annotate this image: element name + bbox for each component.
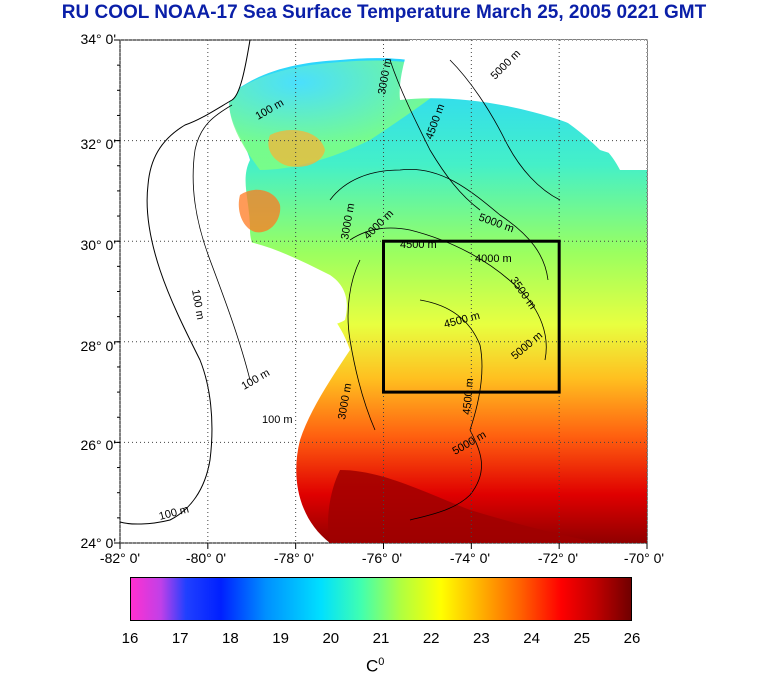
colorbar-tick-label: 20 bbox=[322, 630, 340, 647]
lon-label: -70° 0' bbox=[623, 550, 665, 566]
colorbar-tick-label: 26 bbox=[623, 630, 641, 647]
florida-land bbox=[119, 39, 251, 525]
sst-field bbox=[229, 58, 647, 543]
lat-label: 30° 0' bbox=[80, 237, 116, 253]
colorbar-tick-label: 23 bbox=[473, 630, 490, 647]
lat-label: 26° 0' bbox=[80, 437, 116, 453]
unit-base: C bbox=[366, 656, 379, 676]
lon-label: -80° 0' bbox=[185, 550, 227, 566]
colorbar-tick-label: 17 bbox=[171, 630, 189, 647]
contour-label: 4000 m bbox=[475, 253, 512, 265]
colorbar-tick-label: 18 bbox=[222, 630, 239, 647]
lon-label: -74° 0' bbox=[449, 550, 491, 566]
colorbar-tick-label: 19 bbox=[272, 630, 289, 647]
colorbar-unit: C0 bbox=[366, 656, 384, 677]
lon-label: -78° 0' bbox=[273, 550, 315, 566]
cloud-gap-west bbox=[240, 240, 347, 326]
sst-warm-west bbox=[238, 189, 281, 233]
colorbar-tick-label: 25 bbox=[573, 630, 591, 647]
map-title: RU COOL NOAA-17 Sea Surface Temperature … bbox=[61, 2, 707, 23]
sst-warm-north bbox=[268, 130, 325, 167]
sst-hot-south bbox=[328, 470, 600, 543]
bathymetry-contours bbox=[192, 59, 561, 521]
contour-label: 100 m bbox=[262, 414, 293, 426]
contour-label: 100 m bbox=[189, 288, 206, 320]
study-area-box bbox=[382, 239, 561, 394]
lat-label: 34° 0' bbox=[80, 31, 116, 47]
contour-label: 4500 m bbox=[461, 378, 476, 416]
lat-label: 32° 0' bbox=[80, 136, 116, 152]
lon-label: -76° 0' bbox=[361, 550, 403, 566]
lon-label: -82° 0' bbox=[99, 550, 141, 566]
colorbar-tick-label: 22 bbox=[422, 630, 440, 647]
colorbar-tick-label: 16 bbox=[121, 630, 139, 647]
lon-label: -72° 0' bbox=[537, 550, 579, 566]
unit-sup: 0 bbox=[378, 656, 385, 668]
axis-ticks bbox=[114, 39, 648, 549]
colorbar-tick-label: 21 bbox=[372, 630, 390, 647]
colorbar-tick-label: 24 bbox=[523, 630, 540, 647]
lat-label: 28° 0' bbox=[80, 338, 116, 354]
lat-label: 24° 0' bbox=[80, 535, 116, 551]
temperature-colorbar bbox=[130, 577, 632, 621]
